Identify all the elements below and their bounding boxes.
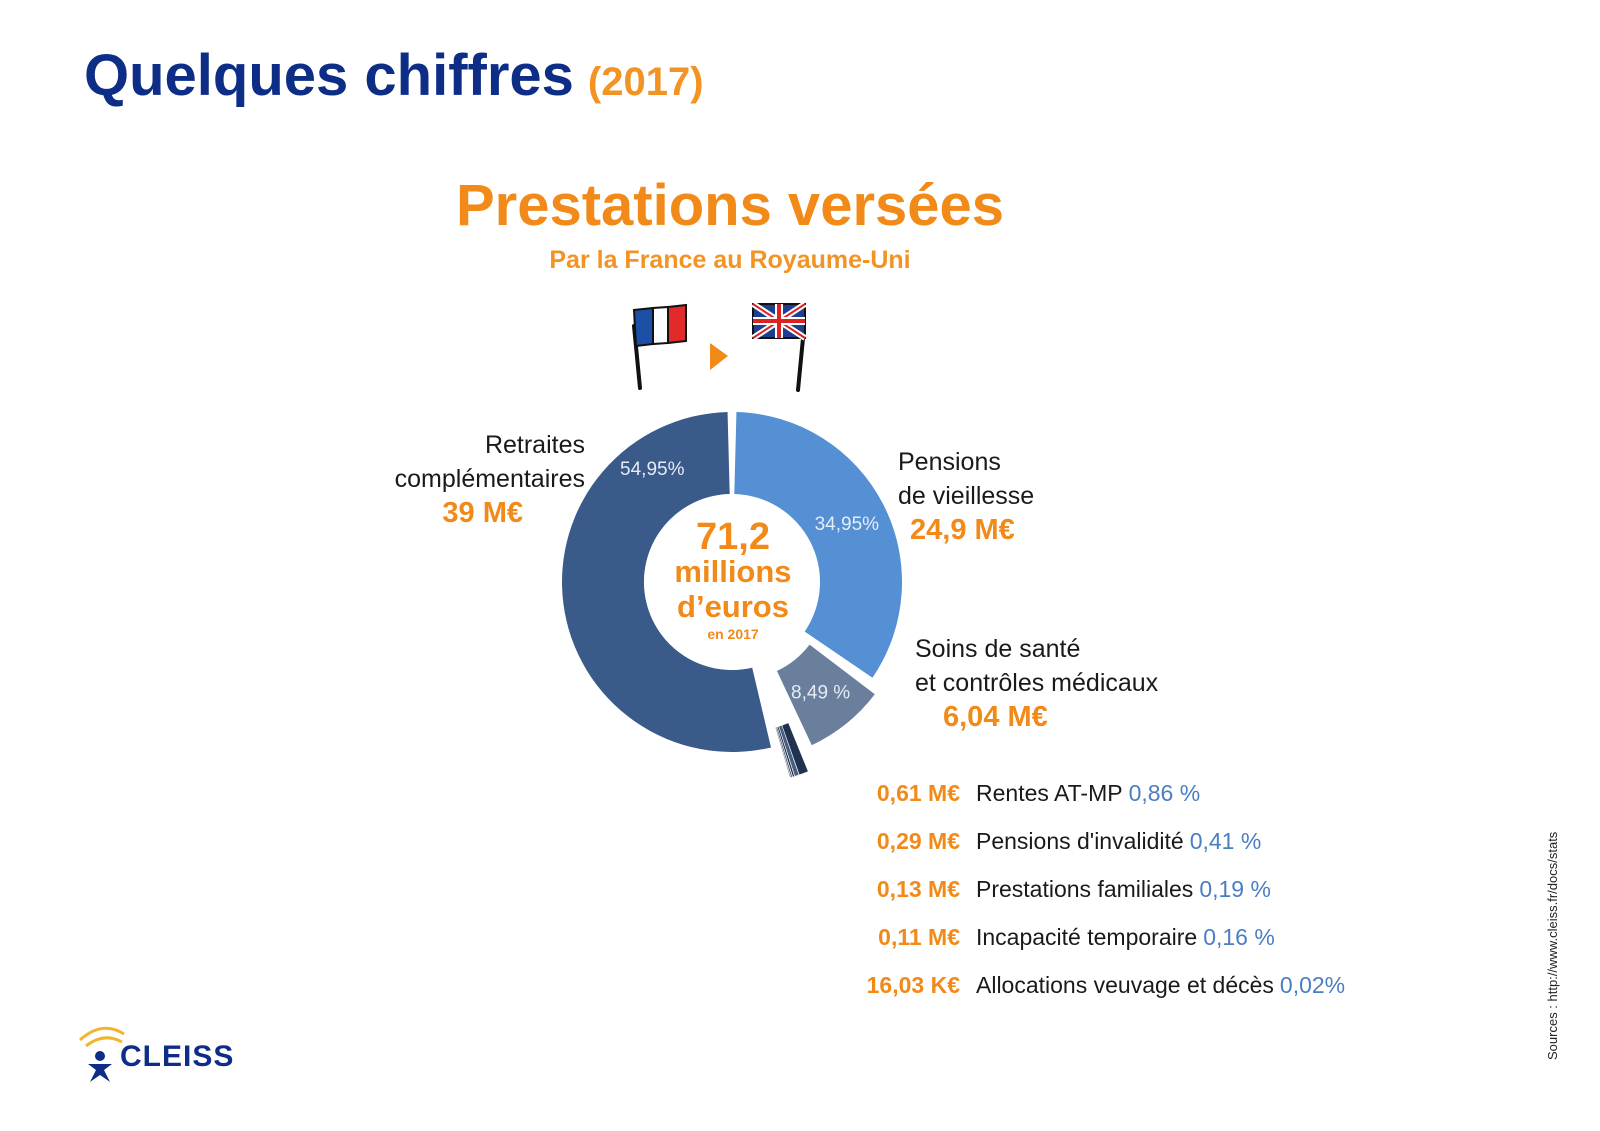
small-slice	[779, 725, 799, 777]
small-slice-amount: 16,03 K€	[866, 972, 960, 998]
chart-title: Prestations versées	[455, 173, 1005, 238]
slice-label-retraites: Retraites complémentaires 39 M€	[395, 428, 585, 530]
slice-amount: 39 M€	[442, 497, 523, 529]
slice-amount: 6,04 M€	[943, 701, 1048, 733]
small-slice-amount: 0,11 M€	[878, 924, 960, 950]
slice-label-pensions: Pensions de vieillesse 24,9 M€	[898, 445, 1034, 547]
small-slice-label: Incapacité temporaire	[976, 924, 1198, 950]
small-slice-percent: 0,16 %	[1203, 924, 1275, 950]
chart-center-total: 71,2 millions d’euros en 2017	[647, 516, 819, 642]
slice-label-line1: Pensions	[898, 448, 1001, 476]
source-note: Sources : http://www.cleiss.fr/docs/stat…	[1545, 831, 1560, 1060]
cleiss-logo-icon	[78, 1026, 125, 1082]
slice-label-line1: Soins de santé	[915, 635, 1081, 663]
donut-hole	[644, 494, 820, 670]
slice-label-line2: et contrôles médicaux	[915, 669, 1159, 697]
slice-label-line2: complémentaires	[394, 465, 585, 493]
slice-label-soins: Soins de santé et contrôles médicaux 6,0…	[915, 632, 1158, 734]
small-slice-row: 0,61 M€ Rentes AT-MP 0,86 %	[850, 778, 1200, 808]
small-slice-row: 0,13 M€ Prestations familiales 0,19 %	[850, 874, 1271, 904]
slice-soins-sante	[776, 644, 875, 746]
center-unit-line2: d’euros	[677, 589, 789, 624]
small-slice-amount: 0,29 M€	[876, 828, 960, 854]
small-slice-label: Prestations familiales	[976, 876, 1194, 902]
slice-retraites-complementaires	[562, 412, 771, 752]
small-slice-row: 16,03 K€ Allocations veuvage et décès 0,02…	[850, 970, 1346, 1000]
small-slice-row: 0,29 M€ Pensions d'invalidité 0,41 %	[850, 826, 1261, 856]
slice-percent-label: 8,49 %	[791, 683, 850, 704]
arrow-right-icon	[710, 343, 728, 370]
small-slice-label: Allocations veuvage et décès	[976, 972, 1274, 998]
slice-label-line1: Retraites	[484, 431, 585, 459]
small-slice-label: Pensions d'invalidité	[976, 828, 1184, 854]
slice-percent-label: 34,95%	[815, 514, 880, 535]
small-slice	[782, 723, 808, 775]
center-unit-line1: millions	[674, 554, 792, 589]
small-slice-percent: 0,41 %	[1189, 828, 1262, 854]
small-slice-percent: 0,86 %	[1128, 780, 1201, 806]
france-flag-icon	[632, 303, 687, 390]
small-slice-percent: 0,02%	[1279, 972, 1346, 998]
flags-illustration	[632, 301, 807, 392]
logo-text: CLEISS	[120, 1040, 235, 1073]
center-value: 71,2	[696, 516, 770, 558]
small-slice	[775, 727, 791, 778]
small-slice-label: Rentes AT-MP	[976, 780, 1123, 806]
uk-flag-icon	[751, 301, 807, 392]
center-year: en 2017	[707, 626, 759, 642]
chart-subtitle: Par la France au Royaume-Uni	[549, 246, 911, 274]
page-title-text: Quelques chiffres	[84, 43, 574, 108]
small-slice	[777, 726, 795, 777]
slice-amount: 24,9 M€	[910, 514, 1015, 546]
small-slice-amount: 0,13 M€	[876, 876, 960, 902]
small-slice-amount: 0,61 M€	[876, 780, 960, 806]
page-title: Quelques chiffres (2017)	[84, 42, 704, 109]
small-slice-percent: 0,19 %	[1199, 876, 1271, 902]
slice-label-line2: de vieillesse	[898, 482, 1035, 510]
slice-percent-label: 54,95%	[620, 459, 685, 480]
small-slice-row: 0,11 M€ Incapacité temporaire 0,16 %	[850, 922, 1275, 952]
slice-pensions-vieillesse	[734, 412, 902, 678]
small-slice	[776, 727, 793, 778]
page-title-year: (2017)	[587, 60, 704, 104]
